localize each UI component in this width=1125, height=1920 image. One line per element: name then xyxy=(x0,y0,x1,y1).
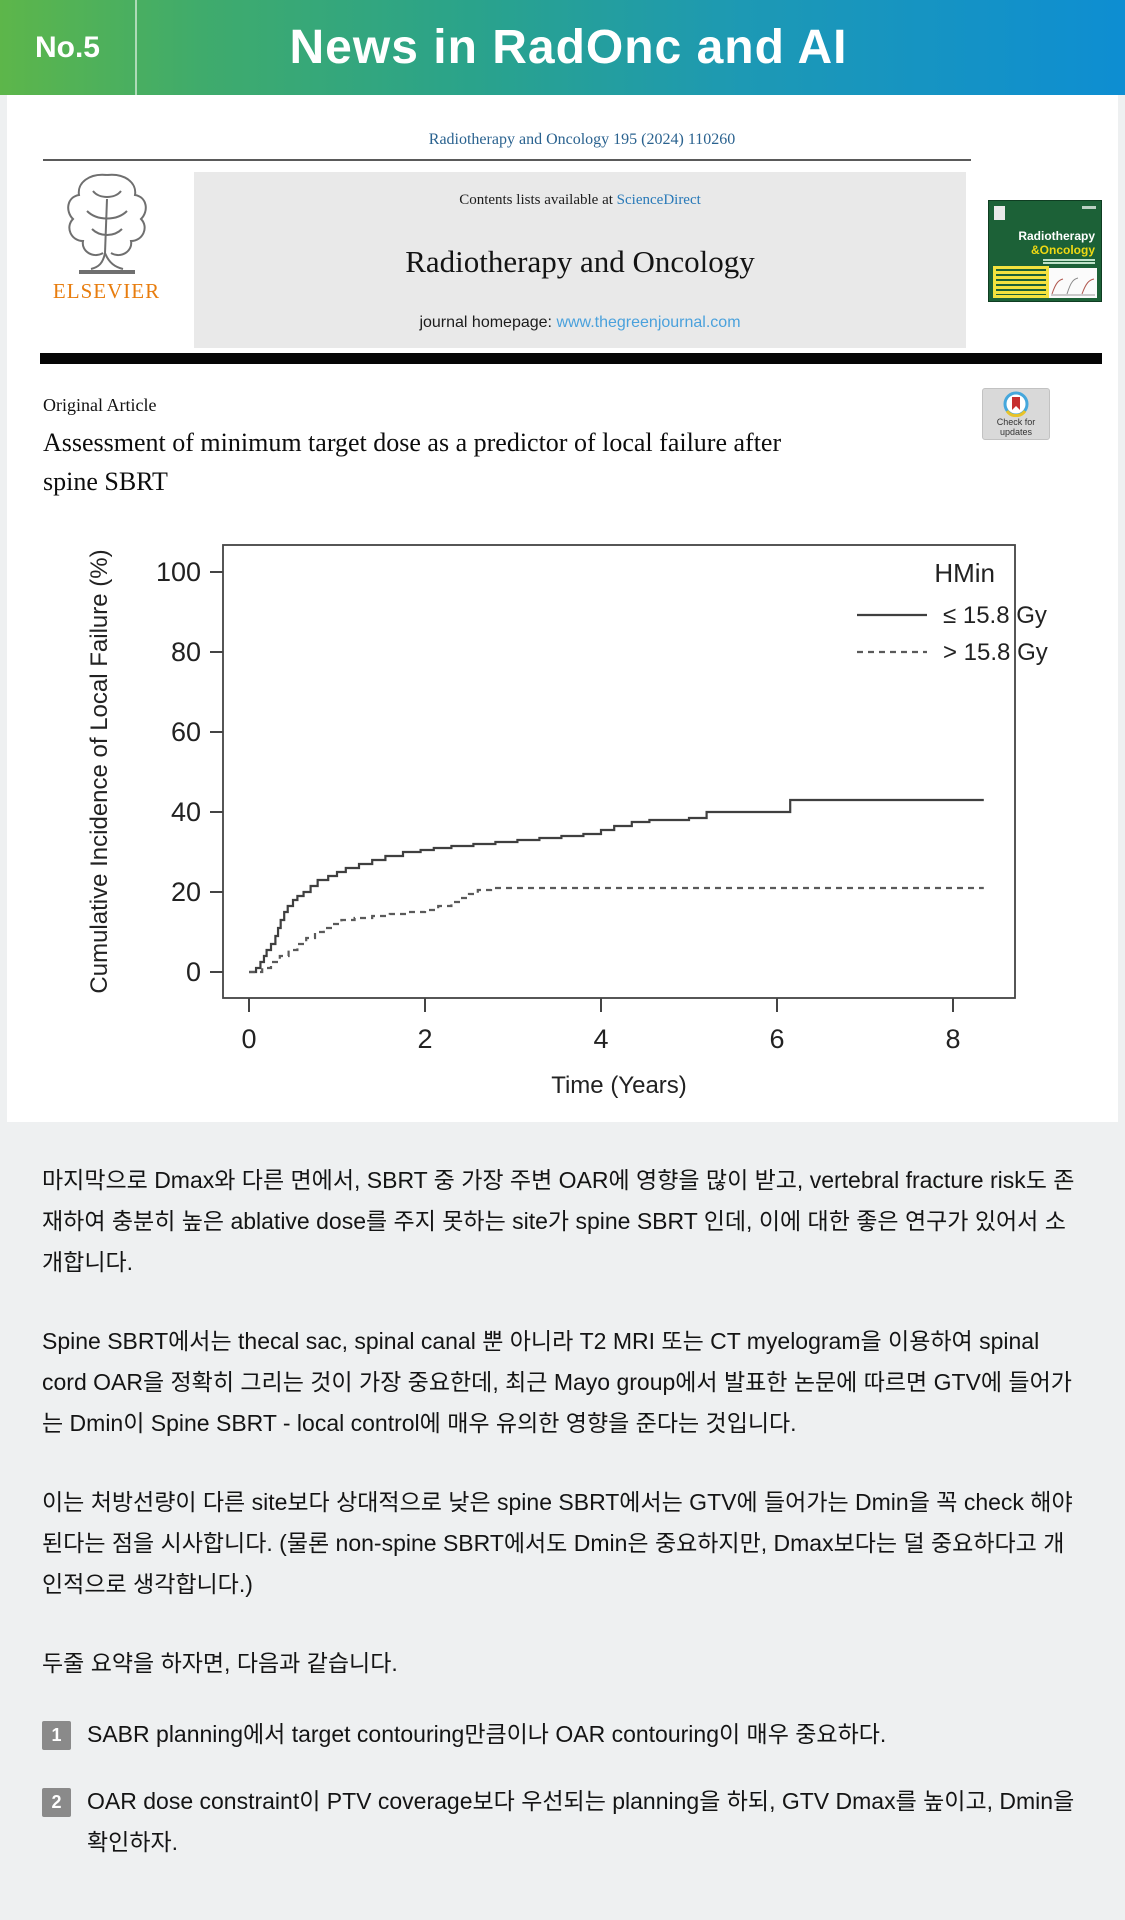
summary-item-2: 2 OAR dose constraint이 PTV coverage보다 우선… xyxy=(42,1781,1085,1863)
cover-issue-mark xyxy=(1082,206,1096,209)
commentary-paragraph-3: 이는 처방선량이 다른 site보다 상대적으로 낮은 spine SBRT에서… xyxy=(42,1489,1073,1597)
y-tick-label: 60 xyxy=(171,717,201,747)
homepage-prefix: journal homepage: xyxy=(419,314,557,331)
summary-item-1-number: 1 xyxy=(42,1721,71,1750)
cover-mini-plots xyxy=(1051,277,1095,296)
elsevier-tree-icon xyxy=(66,173,147,274)
summary-item-1: 1 SABR planning에서 target contouring만큼이나 … xyxy=(42,1714,1085,1755)
crossmark-icon xyxy=(1003,391,1029,417)
contents-prefix: Contents lists available at xyxy=(459,192,617,208)
y-tick-label: 100 xyxy=(156,557,201,587)
summary-item-2-number: 2 xyxy=(42,1788,71,1817)
plot-box xyxy=(222,544,1016,999)
cover-title-line2: &Oncology xyxy=(1030,243,1095,257)
homepage-line: journal homepage: www.thegreenjournal.co… xyxy=(419,314,740,332)
summary-item-2-text: OAR dose constraint이 PTV coverage보다 우선되는… xyxy=(87,1788,1075,1855)
x-tick-label: 6 xyxy=(769,1024,784,1054)
x-tick-label: 2 xyxy=(417,1024,432,1054)
cover-society-logo xyxy=(994,206,1005,220)
contents-line: Contents lists available at ScienceDirec… xyxy=(459,192,701,209)
y-tick-label: 0 xyxy=(186,957,201,987)
article-title-line2: spine SBRT xyxy=(43,467,168,496)
x-axis-title: Time (Years) xyxy=(551,1072,687,1099)
x-tick-label: 0 xyxy=(241,1024,256,1054)
y-tick-label: 20 xyxy=(171,877,201,907)
paper-card: Radiotherapy and Oncology 195 (2024) 110… xyxy=(7,95,1118,1122)
elsevier-logo: ELSEVIER xyxy=(39,169,174,304)
separator-bar xyxy=(40,353,1102,364)
cover-contents-box xyxy=(993,266,1049,298)
check-updates-text: Check for updates xyxy=(996,417,1036,437)
y-tick-label: 80 xyxy=(171,637,201,667)
summary-intro: 두줄 요약을 하자면, 다음과 같습니다. xyxy=(42,1650,398,1676)
summary-item-1-text: SABR planning에서 target contouring만큼이나 OA… xyxy=(87,1721,887,1747)
newsletter-title: News in RadOnc and AI xyxy=(289,21,848,74)
legend-label: ≤ 15.8 Gy xyxy=(943,602,1047,629)
commentary-paragraph-2: Spine SBRT에서는 thecal sac, spinal canal 뿐… xyxy=(42,1328,1072,1436)
elsevier-wordmark: ELSEVIER xyxy=(52,279,161,303)
cover-subtitle-lines xyxy=(1043,259,1095,264)
journal-cover-thumbnail: Radiotherapy &Oncology xyxy=(988,200,1102,302)
series-le-15.8gy xyxy=(249,798,984,974)
x-tick-label: 4 xyxy=(593,1024,608,1054)
article-title: Assessment of minimum target dose as a p… xyxy=(43,423,781,501)
check-for-updates-badge[interactable]: Check for updates xyxy=(982,388,1050,440)
journal-citation: Radiotherapy and Oncology 195 (2024) 110… xyxy=(428,131,736,148)
journal-homepage-link[interactable]: www.thegreenjournal.com xyxy=(556,314,741,331)
issue-number-badge: No.5 xyxy=(34,30,100,64)
journal-title: Radiotherapy and Oncology xyxy=(405,243,755,279)
x-tick-label: 8 xyxy=(945,1024,960,1054)
cover-title-line1: Radiotherapy xyxy=(1018,229,1095,243)
legend-label: > 15.8 Gy xyxy=(943,639,1048,666)
km-cumulative-incidence-chart: 0 20 40 60 80 100 0 2 4 6 8 Cumulative Incidence of… xyxy=(7,440,1118,1120)
legend-title: HMin xyxy=(934,558,995,588)
header-banner: No.5 News in RadOnc and AI xyxy=(0,0,1125,95)
article-title-line1: Assessment of minimum target dose as a p… xyxy=(43,428,782,457)
sciencedirect-link[interactable]: ScienceDirect xyxy=(616,192,701,208)
y-axis-title: Cumulative Incidence of Local Failure (%… xyxy=(86,549,113,993)
banner-divider xyxy=(135,0,137,95)
article-type-label: Original Article xyxy=(43,395,157,415)
cover-figures-box xyxy=(1049,268,1097,298)
journal-banner: Contents lists available at ScienceDirec… xyxy=(194,172,966,348)
header-rule xyxy=(43,159,971,161)
commentary-section: 마지막으로 Dmax와 다른 면에서, SBRT 중 가장 주변 OAR에 영향… xyxy=(0,1122,1125,1920)
y-tick-label: 40 xyxy=(171,797,201,827)
series-gt-15.8gy xyxy=(249,886,984,974)
commentary-paragraph-1: 마지막으로 Dmax와 다른 면에서, SBRT 중 가장 주변 OAR에 영향… xyxy=(42,1167,1075,1275)
